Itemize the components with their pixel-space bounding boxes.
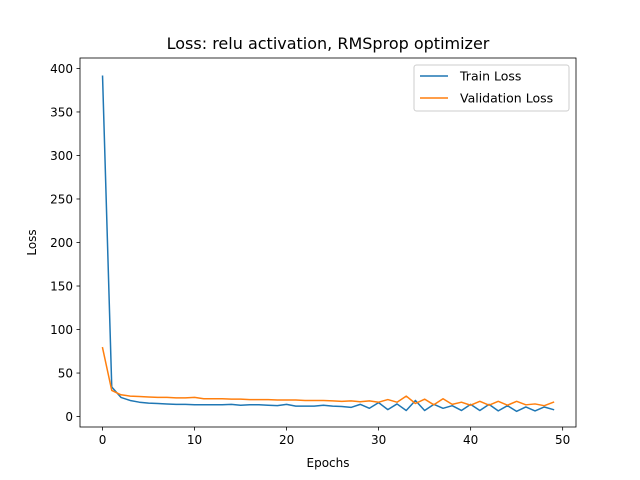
plot-area [79,57,577,428]
series-layer [101,75,555,413]
x-axis-ticks: 0 10 20 30 40 50 [99,427,570,447]
x-tick-label: 0 [99,433,107,447]
chart-title: Loss: relu activation, RMSprop optimizer [167,34,490,53]
x-tick-label: 20 [279,433,294,447]
series-line-validation-loss [101,346,555,407]
y-axis-label: Loss [25,229,39,255]
x-tick-label: 30 [371,433,386,447]
x-tick-label: 40 [463,433,478,447]
y-axis-ticks: 0 50 100 150 200 250 300 350 400 [50,62,80,424]
legend-box [413,64,570,112]
y-tick-label: 350 [50,105,73,119]
y-tick-label: 400 [50,62,73,76]
legend: Train Loss Validation Loss [413,64,570,112]
y-tick-label: 150 [50,280,73,294]
legend-label: Validation Loss [460,91,553,106]
x-tick-label: 10 [187,433,202,447]
y-tick-label: 250 [50,192,73,206]
y-tick-label: 0 [65,410,73,424]
x-axis-label: Epochs [307,456,350,470]
axes-background [80,58,576,427]
x-tick-label: 50 [555,433,570,447]
y-tick-label: 300 [50,149,73,163]
legend-label: Train Loss [459,69,521,84]
series-line-train-loss [101,75,555,413]
y-tick-label: 50 [58,367,73,381]
y-tick-label: 100 [50,323,73,337]
y-tick-label: 200 [50,236,73,250]
